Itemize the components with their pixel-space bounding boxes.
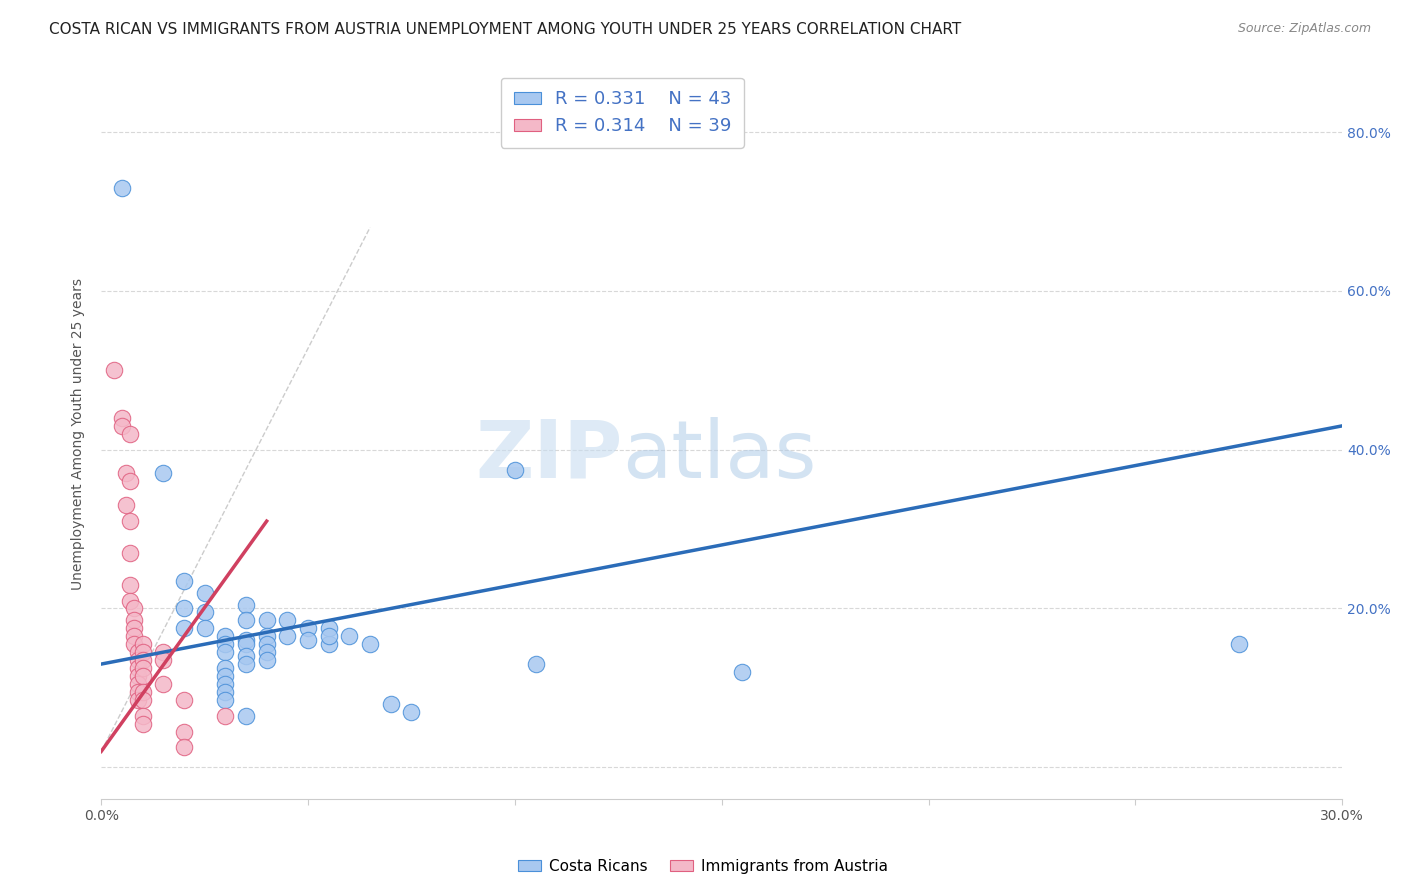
Point — [214, 708, 236, 723]
Point — [131, 637, 153, 651]
Point — [380, 697, 402, 711]
Point — [127, 669, 149, 683]
Point — [120, 577, 142, 591]
Point — [235, 708, 257, 723]
Point — [214, 669, 236, 683]
Point — [127, 685, 149, 699]
Point — [297, 633, 319, 648]
Point — [173, 574, 195, 588]
Point — [359, 637, 381, 651]
Point — [127, 645, 149, 659]
Point — [318, 629, 340, 643]
Text: atlas: atlas — [623, 417, 817, 495]
Point — [256, 637, 278, 651]
Point — [235, 598, 257, 612]
Point — [120, 593, 142, 607]
Point — [131, 661, 153, 675]
Legend: Costa Ricans, Immigrants from Austria: Costa Ricans, Immigrants from Austria — [512, 853, 894, 880]
Point — [131, 669, 153, 683]
Point — [256, 629, 278, 643]
Point — [131, 693, 153, 707]
Point — [276, 614, 298, 628]
Point — [276, 629, 298, 643]
Point — [214, 645, 236, 659]
Legend: R = 0.331    N = 43, R = 0.314    N = 39: R = 0.331 N = 43, R = 0.314 N = 39 — [501, 78, 744, 148]
Point — [235, 614, 257, 628]
Point — [127, 661, 149, 675]
Point — [152, 677, 174, 691]
Point — [214, 661, 236, 675]
Point — [256, 614, 278, 628]
Point — [731, 665, 754, 679]
Point — [131, 653, 153, 667]
Point — [318, 621, 340, 635]
Point — [194, 585, 217, 599]
Point — [1227, 637, 1250, 651]
Y-axis label: Unemployment Among Youth under 25 years: Unemployment Among Youth under 25 years — [72, 277, 86, 590]
Point — [235, 637, 257, 651]
Point — [120, 426, 142, 441]
Point — [503, 462, 526, 476]
Point — [124, 614, 146, 628]
Point — [214, 629, 236, 643]
Point — [173, 601, 195, 615]
Point — [339, 629, 361, 643]
Point — [214, 685, 236, 699]
Text: Source: ZipAtlas.com: Source: ZipAtlas.com — [1237, 22, 1371, 36]
Point — [401, 705, 423, 719]
Point — [152, 645, 174, 659]
Point — [115, 498, 138, 512]
Point — [120, 475, 142, 489]
Point — [173, 724, 195, 739]
Point — [103, 363, 125, 377]
Point — [194, 621, 217, 635]
Point — [173, 693, 195, 707]
Point — [131, 708, 153, 723]
Point — [152, 653, 174, 667]
Point — [111, 411, 134, 425]
Point — [214, 693, 236, 707]
Point — [120, 546, 142, 560]
Point — [127, 677, 149, 691]
Point — [124, 601, 146, 615]
Point — [124, 637, 146, 651]
Text: COSTA RICAN VS IMMIGRANTS FROM AUSTRIA UNEMPLOYMENT AMONG YOUTH UNDER 25 YEARS C: COSTA RICAN VS IMMIGRANTS FROM AUSTRIA U… — [49, 22, 962, 37]
Point — [115, 467, 138, 481]
Point — [256, 653, 278, 667]
Point — [524, 657, 547, 671]
Point — [214, 637, 236, 651]
Point — [131, 685, 153, 699]
Point — [173, 621, 195, 635]
Point — [235, 633, 257, 648]
Text: ZIP: ZIP — [475, 417, 623, 495]
Point — [194, 606, 217, 620]
Point — [235, 657, 257, 671]
Point — [235, 649, 257, 664]
Point — [127, 653, 149, 667]
Point — [120, 514, 142, 528]
Point — [297, 621, 319, 635]
Point — [152, 467, 174, 481]
Point — [111, 180, 134, 194]
Point — [131, 645, 153, 659]
Point — [131, 716, 153, 731]
Point — [127, 693, 149, 707]
Point — [256, 645, 278, 659]
Point — [124, 629, 146, 643]
Point — [318, 637, 340, 651]
Point — [124, 621, 146, 635]
Point — [111, 418, 134, 433]
Point — [173, 740, 195, 755]
Point — [214, 677, 236, 691]
